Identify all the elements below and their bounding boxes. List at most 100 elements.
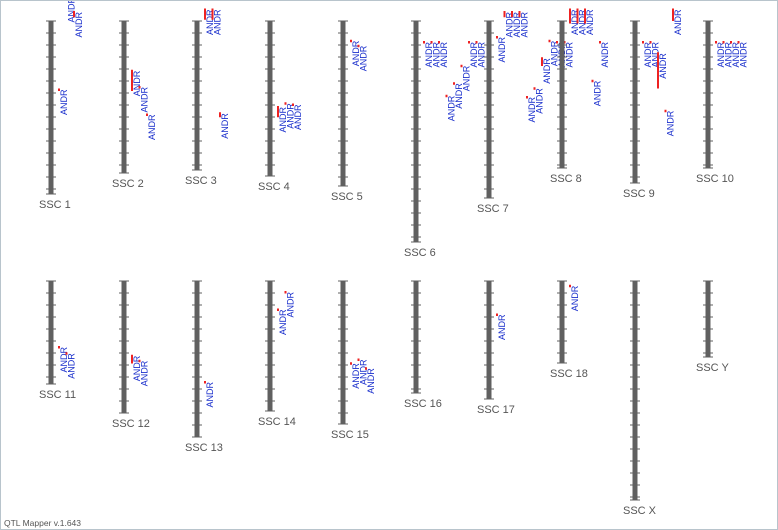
chromosome-bar[interactable]	[121, 281, 127, 413]
qtl-marker[interactable]: ANDR	[584, 8, 595, 36]
qtl-marker[interactable]: ANDR	[277, 308, 288, 336]
chromosome-bar[interactable]	[194, 21, 200, 170]
qtl-marker[interactable]: ANDR	[430, 41, 442, 68]
qtl-marker[interactable]: ANDR	[219, 112, 230, 139]
qtl-marker[interactable]: ANDR	[503, 11, 515, 38]
qtl-interval-bar[interactable]	[672, 8, 674, 22]
chromosome-bar[interactable]	[486, 21, 492, 198]
qtl-marker[interactable]: ANDR	[357, 44, 369, 72]
chromosome-bar[interactable]	[48, 21, 54, 194]
chromosome-ssc-20[interactable]: SSC Y	[696, 280, 729, 374]
qtl-marker[interactable]: ANDR	[511, 11, 522, 38]
qtl-interval-bar[interactable]	[204, 8, 206, 20]
qtl-interval-bar[interactable]	[496, 313, 498, 317]
qtl-marker[interactable]: ANDR	[138, 359, 150, 387]
chromosome-bar[interactable]	[632, 281, 638, 500]
qtl-interval-bar[interactable]	[350, 362, 352, 365]
qtl-marker[interactable]: ANDR	[569, 8, 580, 36]
chromosome-bar[interactable]	[486, 281, 492, 399]
qtl-interval-bar[interactable]	[211, 8, 214, 20]
qtl-marker[interactable]: ANDR	[548, 39, 560, 67]
chromosome-bar[interactable]	[267, 21, 273, 176]
qtl-interval-bar[interactable]	[292, 103, 294, 107]
qtl-interval-bar[interactable]	[548, 39, 551, 43]
qtl-interval-bar[interactable]	[445, 94, 448, 98]
qtl-interval-bar[interactable]	[533, 87, 536, 90]
qtl-interval-bar[interactable]	[131, 354, 133, 364]
qtl-marker[interactable]: ANDR	[292, 103, 303, 131]
qtl-marker[interactable]: ANDR	[664, 109, 676, 137]
qtl-marker[interactable]: ANDR	[284, 291, 296, 318]
qtl-interval-bar[interactable]	[357, 358, 360, 362]
chromosome-bar[interactable]	[559, 281, 565, 363]
qtl-interval-bar[interactable]	[518, 11, 521, 18]
chromosome-bar[interactable]	[705, 281, 711, 357]
qtl-marker[interactable]: ANDR	[365, 367, 376, 394]
qtl-marker[interactable]: ANDR	[569, 284, 580, 312]
chromosome-bar[interactable]	[267, 281, 273, 411]
qtl-marker[interactable]: ANDR	[204, 8, 215, 36]
chromosome-ssc-16[interactable]: SSC 16	[404, 280, 442, 410]
qtl-interval-bar[interactable]	[284, 291, 287, 294]
qtl-marker[interactable]: ANDR	[445, 94, 457, 122]
qtl-marker[interactable]: ANDR	[131, 69, 142, 97]
qtl-interval-bar[interactable]	[460, 64, 463, 68]
chromosome-ssc-19[interactable]: SSC X	[623, 280, 657, 517]
chromosome-bar[interactable]	[340, 21, 346, 186]
qtl-interval-bar[interactable]	[350, 39, 352, 43]
qtl-interval-bar[interactable]	[357, 44, 360, 48]
qtl-marker[interactable]: ANDR	[672, 8, 683, 36]
qtl-marker[interactable]: ANDR	[715, 41, 726, 68]
qtl-marker[interactable]: ANDR	[277, 106, 288, 133]
qtl-interval-bar[interactable]	[722, 41, 725, 44]
qtl-marker[interactable]: ANDR	[138, 86, 150, 113]
qtl-interval-bar[interactable]	[556, 41, 558, 44]
qtl-marker[interactable]: ANDR	[350, 39, 361, 67]
qtl-marker[interactable]: ANDR	[591, 79, 603, 107]
qtl-interval-bar[interactable]	[65, 352, 68, 355]
qtl-interval-bar[interactable]	[541, 57, 543, 66]
qtl-interval-bar[interactable]	[204, 381, 206, 384]
qtl-interval-bar[interactable]	[284, 102, 287, 105]
qtl-interval-bar[interactable]	[569, 8, 571, 24]
qtl-interval-bar[interactable]	[277, 308, 279, 312]
qtl-marker[interactable]: ANDR	[533, 87, 545, 114]
qtl-interval-bar[interactable]	[58, 346, 60, 349]
chromosome-ssc-18[interactable]: SSC 18 ANDR	[550, 280, 588, 380]
chromosome-bar[interactable]	[705, 21, 711, 168]
qtl-marker[interactable]: ANDR	[211, 8, 223, 36]
qtl-marker[interactable]: ANDR	[66, 1, 77, 23]
qtl-interval-bar[interactable]	[438, 41, 440, 44]
chromosome-bar[interactable]	[559, 21, 565, 168]
qtl-marker[interactable]: ANDR	[350, 362, 361, 389]
qtl-interval-bar[interactable]	[475, 41, 478, 44]
qtl-interval-bar[interactable]	[453, 82, 455, 85]
qtl-interval-bar[interactable]	[584, 8, 586, 24]
qtl-interval-bar[interactable]	[730, 41, 732, 44]
qtl-interval-bar[interactable]	[138, 359, 141, 363]
qtl-marker[interactable]: ANDR	[737, 41, 749, 68]
qtl-interval-bar[interactable]	[642, 41, 644, 44]
qtl-marker[interactable]: ANDR	[131, 354, 142, 382]
qtl-marker[interactable]: ANDR	[204, 381, 215, 408]
qtl-interval-bar[interactable]	[569, 284, 571, 288]
qtl-interval-bar[interactable]	[138, 86, 141, 89]
qtl-marker[interactable]: ANDR	[475, 41, 487, 68]
qtl-marker[interactable]: ANDR	[496, 313, 507, 341]
qtl-marker[interactable]: ANDR	[423, 41, 434, 68]
qtl-interval-bar[interactable]	[649, 41, 652, 44]
qtl-interval-bar[interactable]	[277, 106, 279, 118]
qtl-marker[interactable]: ANDR	[599, 41, 610, 68]
chromosome-ssc-17[interactable]: SSC 17 ANDR	[477, 280, 515, 416]
